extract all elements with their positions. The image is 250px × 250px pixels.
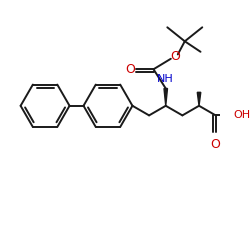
Text: O: O [170, 50, 180, 63]
Polygon shape [197, 92, 201, 106]
Text: NH: NH [157, 74, 174, 84]
Text: OH: OH [234, 110, 250, 120]
Text: O: O [125, 63, 135, 76]
Polygon shape [164, 88, 168, 106]
Text: O: O [211, 138, 220, 151]
